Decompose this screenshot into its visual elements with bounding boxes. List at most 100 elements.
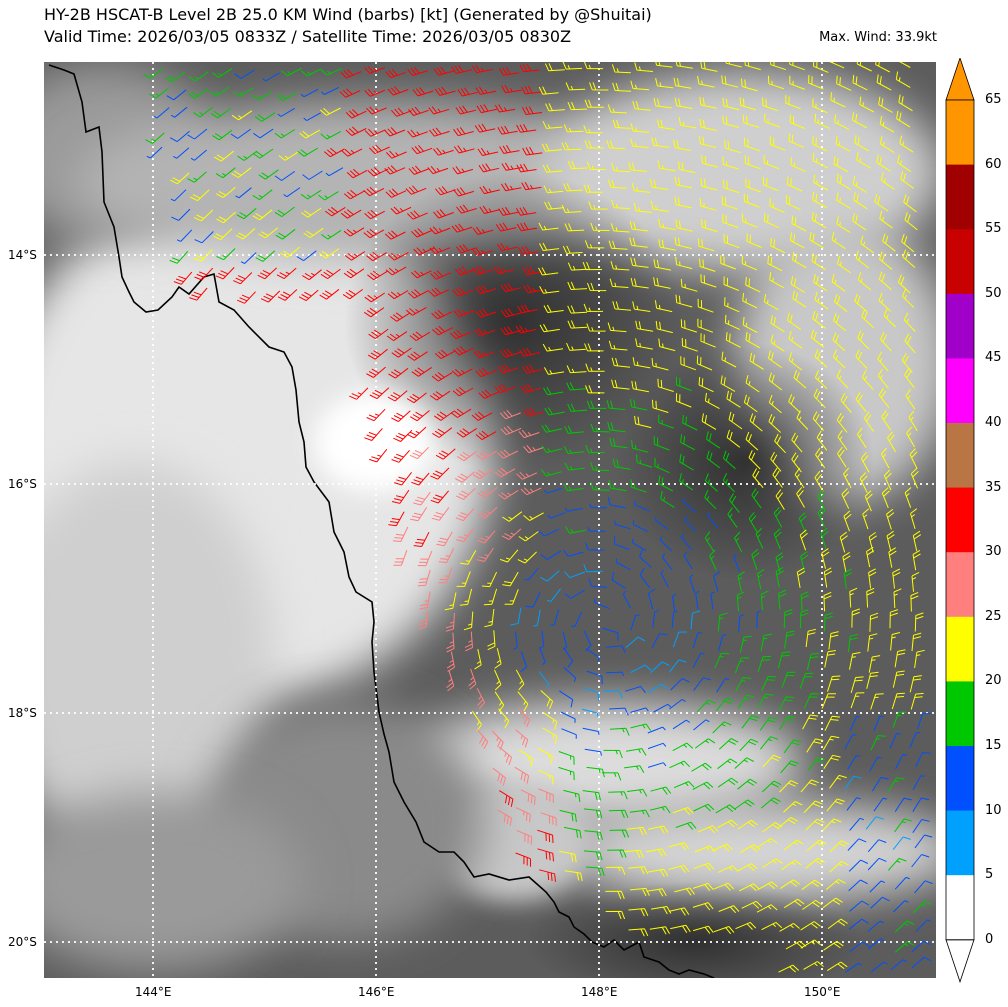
- wind-barb: [451, 368, 473, 377]
- wind-barb: [814, 113, 830, 129]
- wind-barb: [898, 94, 913, 112]
- wind-barb: [515, 669, 525, 691]
- wind-barb: [683, 551, 693, 570]
- wind-barb: [558, 766, 575, 781]
- wind-barb: [533, 609, 541, 627]
- wind-barb: [634, 62, 653, 72]
- wind-barb: [794, 467, 805, 489]
- wind-barb: [873, 797, 888, 812]
- wind-barb: [866, 671, 879, 689]
- wind-barb: [517, 551, 537, 564]
- wind-barb: [909, 448, 918, 470]
- wind-barb: [745, 331, 761, 349]
- wind-barb: [522, 266, 543, 276]
- wind-barb: [428, 287, 450, 297]
- wind-barb: [606, 400, 626, 411]
- wind-barb: [446, 651, 455, 672]
- wind-barb: [654, 516, 669, 530]
- wind-barb: [274, 206, 295, 218]
- wind-barb: [323, 147, 345, 158]
- wind-barb: [770, 451, 782, 472]
- wind-barb: [583, 630, 592, 652]
- wind-barb: [646, 848, 667, 857]
- wind-barb: [697, 75, 715, 88]
- wind-barb: [364, 307, 385, 318]
- wind-barb: [212, 129, 233, 141]
- wind-barb: [611, 64, 631, 74]
- wind-barb: [240, 252, 257, 264]
- wind-barb: [894, 649, 906, 668]
- max-wind-label: Max. Wind: 33.9kt: [819, 30, 937, 45]
- wind-barb: [718, 905, 740, 914]
- wind-barb: [630, 138, 649, 149]
- wind-barb: [836, 369, 849, 389]
- wind-barb: [388, 367, 409, 379]
- wind-barb: [434, 86, 456, 96]
- wind-barb: [803, 693, 819, 709]
- wind-barb: [444, 592, 457, 611]
- wind-barb: [805, 857, 826, 869]
- wind-barb: [869, 756, 882, 772]
- colorbar-tick-label: 40: [985, 415, 1002, 430]
- wind-barb: [760, 736, 779, 750]
- wind-barb: [450, 329, 471, 340]
- coastline: [48, 64, 715, 978]
- wind-barb: [897, 154, 912, 173]
- wind-barb: [867, 839, 887, 853]
- wind-barb: [755, 527, 764, 549]
- wind-barb: [846, 797, 861, 811]
- wind-barb: [583, 303, 603, 312]
- wind-barb: [912, 549, 921, 571]
- wind-barb: [751, 549, 760, 570]
- wind-barb: [697, 318, 714, 333]
- wind-barb: [852, 176, 868, 193]
- wind-barb: [255, 250, 276, 262]
- wind-barb: [878, 387, 890, 409]
- wind-barb: [363, 186, 385, 197]
- wind-barb: [525, 592, 541, 608]
- lat-label-16s: 16°S: [8, 477, 37, 491]
- wind-barb: [781, 859, 802, 871]
- wind-barb: [653, 259, 672, 271]
- colorbar-segment: [946, 875, 974, 941]
- wind-barb: [564, 571, 585, 579]
- wind-barb: [390, 206, 412, 215]
- wind-barb: [607, 497, 626, 509]
- wind-barb: [523, 444, 544, 454]
- wind-barb: [757, 568, 765, 590]
- wind-barb: [390, 312, 411, 322]
- wind-barb: [887, 431, 897, 453]
- wind-barb: [435, 448, 456, 460]
- wind-barb: [629, 887, 650, 897]
- wind-barb: [812, 310, 826, 329]
- wind-barb: [912, 797, 930, 812]
- wind-barb: [837, 255, 851, 274]
- wind-barb: [849, 587, 858, 608]
- wind-barb: [344, 251, 366, 261]
- wind-barb: [475, 284, 497, 295]
- wind-barb: [778, 816, 799, 829]
- wind-barb: [910, 467, 919, 489]
- wind-barb: [630, 479, 647, 493]
- wind-barb: [478, 389, 500, 399]
- wind-barb: [721, 75, 739, 88]
- wind-barb: [675, 821, 697, 830]
- wind-barb: [625, 636, 646, 648]
- wind-barb: [718, 634, 727, 651]
- wind-barb: [751, 488, 762, 509]
- wind-barb: [445, 612, 455, 632]
- wind-barb: [710, 591, 715, 610]
- wind-barb: [836, 75, 852, 91]
- wind-barb: [614, 536, 630, 551]
- wind-barb: [564, 870, 583, 882]
- wind-barb: [895, 754, 907, 770]
- wind-barb: [349, 387, 369, 400]
- wind-barb: [515, 852, 531, 867]
- wind-barb: [584, 140, 604, 149]
- wind-barb: [190, 149, 208, 161]
- wind-barb: [320, 268, 341, 280]
- wind-barb: [193, 249, 213, 262]
- wind-barb: [325, 167, 344, 177]
- wind-barb: [894, 818, 912, 833]
- wind-barb: [494, 383, 516, 394]
